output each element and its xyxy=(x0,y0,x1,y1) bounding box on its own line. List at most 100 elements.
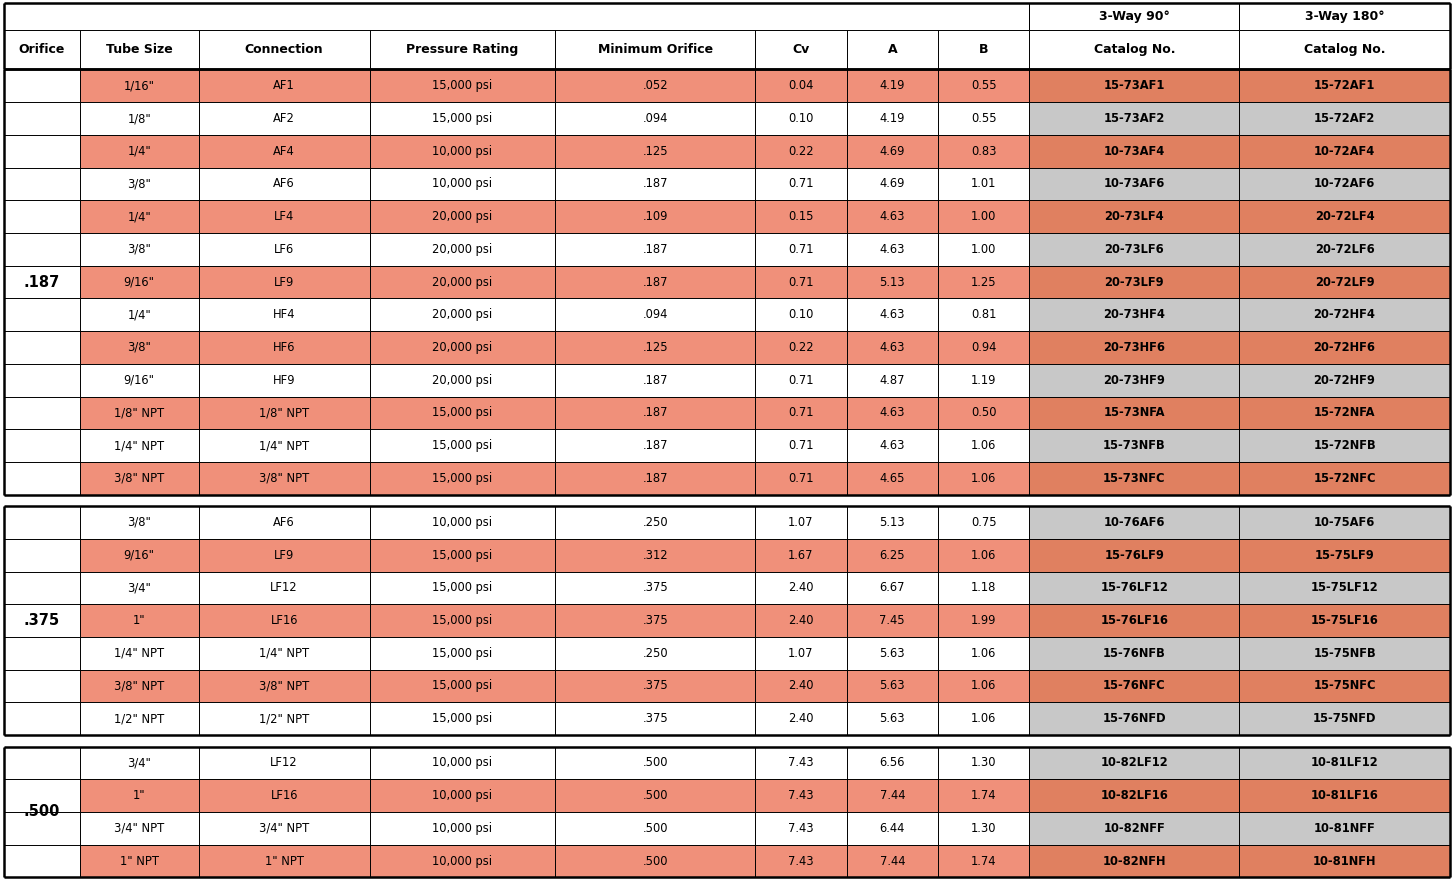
Text: 6.25: 6.25 xyxy=(880,548,904,561)
Bar xyxy=(1029,780,1239,812)
Bar xyxy=(938,201,1029,233)
Bar xyxy=(1239,539,1450,571)
Text: AF1: AF1 xyxy=(273,79,295,92)
Text: 3/8": 3/8" xyxy=(128,341,151,354)
Bar xyxy=(369,266,555,298)
Text: 20,000 psi: 20,000 psi xyxy=(432,210,493,224)
Bar xyxy=(4,233,80,266)
Text: 3/8" NPT: 3/8" NPT xyxy=(259,472,310,485)
Text: 10-72AF4: 10-72AF4 xyxy=(1314,144,1375,158)
Bar xyxy=(755,670,846,702)
Text: 15-73AF1: 15-73AF1 xyxy=(1104,79,1165,92)
Text: 0.55: 0.55 xyxy=(971,79,996,92)
Text: 0.94: 0.94 xyxy=(971,341,996,354)
Bar xyxy=(80,462,199,495)
Bar xyxy=(199,167,369,201)
Bar xyxy=(4,30,80,70)
Text: 10-82NFF: 10-82NFF xyxy=(1104,822,1165,835)
Bar xyxy=(1239,746,1450,780)
Bar xyxy=(4,70,80,102)
Text: 1.00: 1.00 xyxy=(971,210,996,224)
Bar xyxy=(846,812,938,845)
Text: 0.50: 0.50 xyxy=(971,407,996,420)
Bar xyxy=(1239,30,1450,70)
Bar xyxy=(755,3,846,30)
Text: 2.40: 2.40 xyxy=(788,679,814,693)
Bar xyxy=(755,331,846,363)
Text: 15-76NFD: 15-76NFD xyxy=(1102,712,1166,725)
Text: 1/8" NPT: 1/8" NPT xyxy=(259,407,310,420)
Bar xyxy=(80,102,199,135)
Text: 0.83: 0.83 xyxy=(971,144,996,158)
Bar xyxy=(755,135,846,167)
Text: 1.01: 1.01 xyxy=(971,178,996,190)
Bar xyxy=(555,429,755,462)
Text: 0.71: 0.71 xyxy=(788,243,814,256)
Text: 3/4": 3/4" xyxy=(128,757,151,769)
Text: LF12: LF12 xyxy=(270,582,298,594)
Bar xyxy=(1239,201,1450,233)
Text: 4.19: 4.19 xyxy=(880,79,904,92)
Bar xyxy=(755,233,846,266)
Bar xyxy=(755,70,846,102)
Bar xyxy=(80,201,199,233)
Text: .187: .187 xyxy=(23,275,60,290)
Bar xyxy=(755,605,846,637)
Bar xyxy=(4,3,80,30)
Text: 1/2" NPT: 1/2" NPT xyxy=(113,712,164,725)
Bar xyxy=(1029,135,1239,167)
Bar xyxy=(846,102,938,135)
Bar xyxy=(1029,670,1239,702)
Text: 3/8" NPT: 3/8" NPT xyxy=(113,679,164,693)
Bar xyxy=(369,331,555,363)
Bar xyxy=(369,30,555,70)
Text: 3/8": 3/8" xyxy=(128,516,151,529)
Text: 15,000 psi: 15,000 psi xyxy=(432,472,493,485)
Text: 20,000 psi: 20,000 psi xyxy=(432,243,493,256)
Bar xyxy=(755,780,846,812)
Bar xyxy=(938,812,1029,845)
Bar xyxy=(4,462,80,495)
Text: 15,000 psi: 15,000 psi xyxy=(432,439,493,452)
Text: 4.87: 4.87 xyxy=(880,374,904,386)
Text: 4.63: 4.63 xyxy=(880,407,904,420)
Text: 10-72AF6: 10-72AF6 xyxy=(1314,178,1375,190)
Text: 7.43: 7.43 xyxy=(788,789,814,802)
Bar xyxy=(369,363,555,397)
Bar xyxy=(4,397,80,429)
Bar xyxy=(555,30,755,70)
Text: 15,000 psi: 15,000 psi xyxy=(432,582,493,594)
Text: 6.44: 6.44 xyxy=(880,822,904,835)
Bar xyxy=(938,539,1029,571)
Bar xyxy=(755,506,846,539)
Text: Minimum Orifice: Minimum Orifice xyxy=(598,43,712,56)
Text: 7.44: 7.44 xyxy=(880,854,904,868)
Text: 1": 1" xyxy=(132,614,145,627)
Bar xyxy=(80,605,199,637)
Bar xyxy=(755,571,846,605)
Bar xyxy=(938,702,1029,735)
Bar xyxy=(555,70,755,102)
Bar xyxy=(199,102,369,135)
Bar xyxy=(4,637,80,670)
Bar xyxy=(4,746,80,780)
Bar xyxy=(846,429,938,462)
Bar xyxy=(369,135,555,167)
Bar xyxy=(80,266,199,298)
Bar xyxy=(369,845,555,877)
Bar xyxy=(1029,3,1239,30)
Bar xyxy=(938,167,1029,201)
Bar xyxy=(4,102,80,135)
Bar xyxy=(846,397,938,429)
Bar xyxy=(1029,845,1239,877)
Text: .375: .375 xyxy=(643,582,669,594)
Bar xyxy=(4,571,80,605)
Text: .094: .094 xyxy=(643,112,667,125)
Text: 10,000 psi: 10,000 psi xyxy=(432,178,493,190)
Text: 15-75LF16: 15-75LF16 xyxy=(1310,614,1378,627)
Text: 20-73HF9: 20-73HF9 xyxy=(1104,374,1165,386)
Text: 1/4" NPT: 1/4" NPT xyxy=(113,647,164,660)
Text: 1.99: 1.99 xyxy=(971,614,996,627)
Text: 4.19: 4.19 xyxy=(880,112,904,125)
Text: 15-72AF1: 15-72AF1 xyxy=(1314,79,1375,92)
